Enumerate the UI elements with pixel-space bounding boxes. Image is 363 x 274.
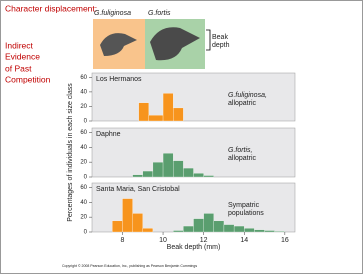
- panel-annotation: allopatric: [228, 155, 257, 162]
- panel-annotation: populations: [228, 210, 264, 217]
- y-tick-label: 0: [84, 175, 88, 181]
- y-tick-label: 60: [80, 75, 87, 81]
- x-axis-label: Beak depth (mm): [167, 244, 221, 251]
- histogram-bar: [138, 102, 149, 122]
- y-tick-label: 40: [80, 89, 87, 95]
- y-tick-label: 60: [80, 185, 87, 191]
- y-tick-label: 40: [80, 145, 87, 151]
- y-tick-label: 40: [80, 200, 87, 206]
- histogram-bar: [223, 224, 235, 233]
- y-tick-label: 20: [80, 160, 87, 166]
- histogram-bar: [193, 173, 204, 178]
- y-tick-label: 20: [80, 104, 87, 110]
- copyright: Copyright © 2008 Pearson Education, Inc.…: [62, 264, 197, 268]
- subheading-line: Competition: [5, 74, 51, 84]
- histogram-bar: [274, 231, 286, 233]
- histogram-bar: [142, 228, 154, 233]
- y-tick-label: 60: [80, 130, 87, 136]
- subheading-line: Evidence: [5, 51, 40, 61]
- subheading-line: of Past: [5, 63, 32, 73]
- x-tick-label: 16: [281, 237, 289, 244]
- histogram-bar: [193, 218, 204, 233]
- beak-bracket: [206, 29, 211, 51]
- y-tick-label: 20: [80, 215, 87, 221]
- histogram-bar: [112, 220, 123, 233]
- y-tick-label: 0: [84, 119, 88, 125]
- histogram-bar: [213, 220, 225, 233]
- panel-annotation: G.fuliginosa,: [228, 92, 267, 99]
- x-tick-label: 10: [159, 237, 167, 244]
- panel-title: Daphne: [96, 131, 121, 138]
- histogram-bar: [264, 230, 275, 233]
- heading: Character displacement:: [5, 3, 97, 13]
- histogram-bar: [183, 167, 194, 178]
- histogram-bar: [132, 174, 143, 178]
- x-tick-label: 12: [200, 237, 208, 244]
- bird-head: [100, 33, 137, 56]
- histogram-bar: [244, 228, 255, 233]
- bird-head: [150, 27, 200, 61]
- histogram-bar: [162, 153, 174, 178]
- panel-title: Santa Maria, San Cristobal: [96, 186, 180, 193]
- subheading-line: Indirect: [5, 40, 34, 50]
- x-tick-label: 14: [240, 237, 248, 244]
- histogram-bar: [142, 170, 154, 178]
- histogram-bar: [173, 230, 184, 233]
- beak-label: Beak: [212, 34, 228, 41]
- histogram-bar: [152, 162, 164, 178]
- y-axis-label: Percentages of individuals in each size …: [67, 83, 74, 222]
- histogram-bar: [254, 229, 265, 233]
- histogram-bar: [148, 115, 164, 122]
- y-tick-label: 0: [84, 230, 88, 236]
- panel-annotation: Sympatric: [228, 202, 260, 209]
- histogram-bar: [203, 213, 214, 233]
- histogram-bar: [132, 213, 143, 233]
- histogram-bar: [203, 175, 214, 178]
- species-label: G.fuliginosa: [94, 10, 131, 17]
- histogram-bar: [233, 225, 245, 233]
- panel-annotation: allopatric: [228, 100, 257, 107]
- histogram-bar: [183, 225, 194, 233]
- histogram-bar: [173, 107, 184, 122]
- beak-label: depth: [212, 42, 230, 49]
- panel-annotation: G.fortis,: [228, 147, 253, 154]
- panel-title: Los Hermanos: [96, 76, 142, 83]
- histogram-bar: [173, 160, 184, 178]
- histogram-bar: [122, 198, 133, 233]
- x-tick-label: 8: [120, 237, 124, 244]
- histogram-bar: [162, 93, 174, 122]
- species-label: G.fortis: [148, 10, 171, 17]
- panel: [91, 72, 296, 122]
